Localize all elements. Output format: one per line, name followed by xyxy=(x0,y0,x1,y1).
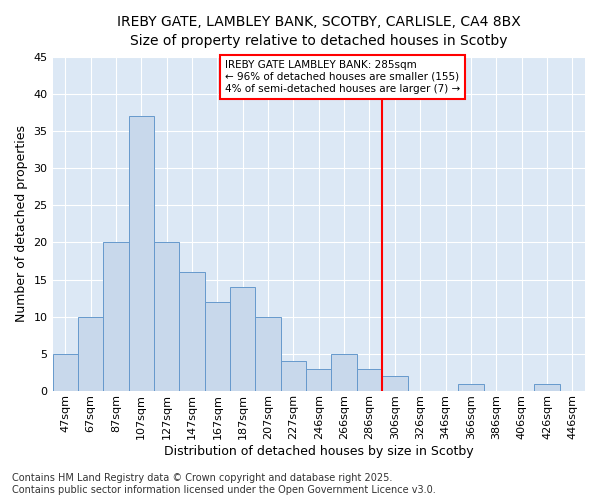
Bar xyxy=(534,384,560,391)
Text: IREBY GATE LAMBLEY BANK: 285sqm
← 96% of detached houses are smaller (155)
4% of: IREBY GATE LAMBLEY BANK: 285sqm ← 96% of… xyxy=(225,60,460,94)
X-axis label: Distribution of detached houses by size in Scotby: Distribution of detached houses by size … xyxy=(164,444,473,458)
Bar xyxy=(205,302,230,391)
Bar xyxy=(179,272,205,391)
Bar xyxy=(103,242,128,391)
Bar xyxy=(78,316,103,391)
Bar xyxy=(281,362,306,391)
Title: IREBY GATE, LAMBLEY BANK, SCOTBY, CARLISLE, CA4 8BX
Size of property relative to: IREBY GATE, LAMBLEY BANK, SCOTBY, CARLIS… xyxy=(117,15,521,48)
Bar xyxy=(382,376,407,391)
Text: Contains HM Land Registry data © Crown copyright and database right 2025.
Contai: Contains HM Land Registry data © Crown c… xyxy=(12,474,436,495)
Bar xyxy=(458,384,484,391)
Bar xyxy=(331,354,357,391)
Bar xyxy=(306,368,331,391)
Y-axis label: Number of detached properties: Number of detached properties xyxy=(15,126,28,322)
Bar xyxy=(128,116,154,391)
Bar xyxy=(256,316,281,391)
Bar xyxy=(357,368,382,391)
Bar xyxy=(154,242,179,391)
Bar xyxy=(230,287,256,391)
Bar xyxy=(53,354,78,391)
